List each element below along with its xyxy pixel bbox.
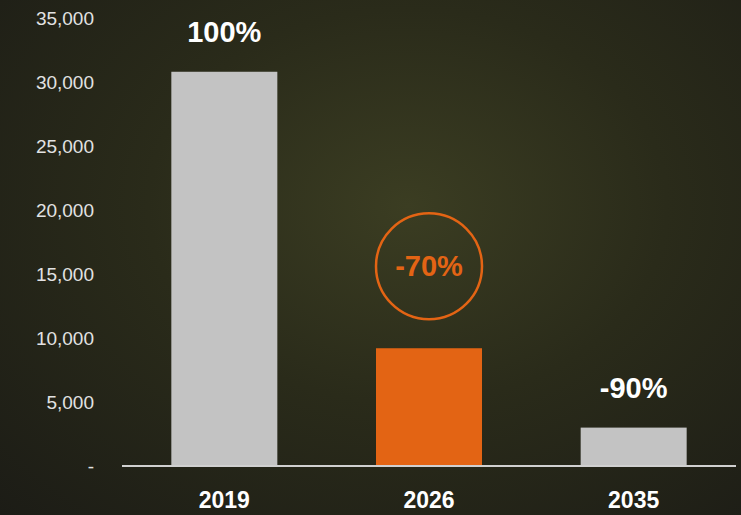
- y-tick-label: -: [88, 456, 94, 477]
- x-tick-label: 2026: [403, 487, 454, 513]
- x-tick-label: 2019: [199, 487, 250, 513]
- x-axis-line: [122, 465, 736, 467]
- bar: [376, 348, 482, 466]
- y-tick: [98, 18, 100, 19]
- y-tick: [98, 338, 100, 339]
- y-tick: [98, 466, 100, 467]
- y-tick-label: 25,000: [36, 136, 94, 157]
- y-tick-label: 20,000: [36, 200, 94, 221]
- y-tick: [98, 402, 100, 403]
- y-tick-label: 30,000: [36, 72, 94, 93]
- y-tick-label: 10,000: [36, 328, 94, 349]
- annotation: 100%: [187, 16, 261, 48]
- y-tick-label: 5,000: [46, 392, 94, 413]
- y-tick: [98, 146, 100, 147]
- y-tick-label: 35,000: [36, 8, 94, 29]
- x-tick-label: 2035: [608, 487, 659, 513]
- y-tick: [98, 210, 100, 211]
- y-tick: [98, 82, 100, 83]
- chart: - 5,000 10,000 15,000 20,000 25,000 30,000 35,0…: [0, 0, 741, 515]
- bar: [581, 428, 687, 466]
- annotation-circle: [376, 213, 482, 319]
- y-tick: [98, 274, 100, 275]
- annotation: -70%: [395, 250, 463, 282]
- y-tick-label: 15,000: [36, 264, 94, 285]
- y-axis: - 5,000 10,000 15,000 20,000 25,000 30,000 35,0…: [36, 8, 100, 477]
- bar: [171, 72, 277, 466]
- annotation: -90%: [600, 372, 668, 404]
- bars: [171, 72, 686, 466]
